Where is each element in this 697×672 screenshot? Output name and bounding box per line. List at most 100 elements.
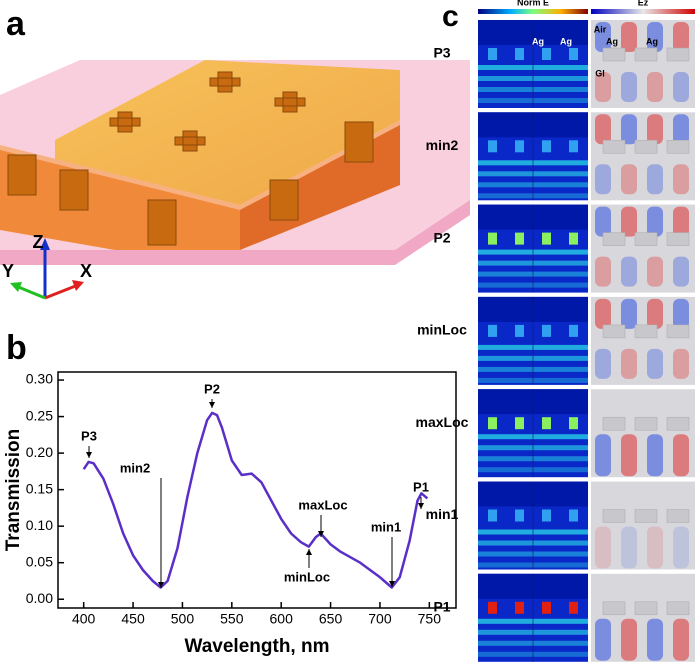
- y-tick-label: 0.05: [26, 553, 53, 569]
- norm-e-hole: [569, 509, 578, 522]
- ez-lobe: [595, 22, 611, 52]
- ez-lobe: [647, 348, 663, 379]
- annotation-arrowhead: [389, 581, 395, 587]
- x-axis: [44, 283, 79, 300]
- ez-metal: [634, 509, 658, 523]
- ez-metal: [602, 140, 626, 154]
- annotation-arrowhead: [158, 582, 164, 588]
- annotation-arrowhead: [86, 452, 92, 458]
- ez-lobe: [647, 22, 663, 52]
- ez-lobe: [673, 256, 689, 287]
- norm-e-hole: [542, 509, 551, 522]
- annotation: min1: [371, 519, 401, 534]
- norm-e-hole: [569, 232, 578, 245]
- norm-e-hole: [488, 509, 497, 522]
- annotation: minLoc: [284, 569, 330, 584]
- x-tick-label: 450: [121, 611, 145, 627]
- panel-label: b: [6, 329, 27, 367]
- norm-e-hole: [488, 140, 497, 153]
- ez-lobe: [595, 618, 611, 661]
- ez-lobe: [621, 256, 637, 287]
- annotation: P1: [413, 479, 429, 494]
- material-label: Gl: [595, 68, 605, 78]
- ez-lobe: [647, 72, 663, 102]
- material-label: Ag: [560, 36, 572, 46]
- ez-lobe: [647, 618, 663, 661]
- norm-e-hole: [569, 324, 578, 337]
- x-tick-label: 650: [319, 611, 343, 627]
- ez-metal: [666, 601, 690, 616]
- ez-metal: [602, 232, 626, 246]
- ez-metal: [666, 140, 690, 154]
- norm-e-hole: [488, 232, 497, 245]
- colorbar-label: Norm E: [517, 0, 549, 7]
- ez-lobe: [673, 618, 689, 661]
- ez-metal: [666, 509, 690, 523]
- ez-lobe: [673, 114, 689, 145]
- metal-top: [55, 60, 400, 205]
- y-arrow: [10, 282, 22, 292]
- y-axis-label: Transmission: [3, 429, 24, 552]
- ez-metal: [602, 47, 626, 62]
- ez-lobe: [673, 72, 689, 102]
- coordinate-axes: [10, 238, 84, 300]
- x-tick-label: 750: [418, 611, 442, 627]
- x-axis-label: Wavelength, nm: [185, 636, 330, 657]
- norm-e-hole: [515, 140, 524, 153]
- x-tick-label: 600: [270, 611, 294, 627]
- colorbar-label: Ez: [638, 0, 649, 7]
- ez-metal: [666, 47, 690, 62]
- norm-e-hole: [488, 48, 497, 60]
- annotation-arrowhead: [418, 503, 424, 509]
- ez-metal: [634, 232, 658, 246]
- ez-lobe: [673, 348, 689, 379]
- ez-lobe: [621, 22, 637, 52]
- glass-slab-side: [0, 200, 470, 265]
- annotation-arrowhead: [318, 531, 324, 537]
- row-label: P3: [433, 45, 450, 61]
- ez-lobe: [647, 164, 663, 195]
- ez-lobe: [647, 114, 663, 145]
- ez-lobe: [621, 206, 637, 237]
- panel-label: a: [6, 5, 26, 43]
- row-label: min1: [426, 506, 459, 522]
- ez-lobe: [621, 72, 637, 102]
- ez-lobe: [621, 114, 637, 145]
- ez-metal: [602, 509, 626, 523]
- norm-e-hole: [488, 324, 497, 337]
- norm-e-hole: [542, 140, 551, 153]
- transmission-line: [82, 411, 429, 589]
- ez-lobe: [595, 434, 611, 477]
- colorbar: [478, 9, 588, 14]
- norm-e-hole: [569, 48, 578, 60]
- ez-lobe: [673, 206, 689, 237]
- ez-lobe: [621, 434, 637, 477]
- ez-lobe: [673, 22, 689, 52]
- material-label: Ag: [606, 36, 618, 46]
- ez-metal: [634, 324, 658, 339]
- row-label: minLoc: [417, 322, 467, 338]
- norm-e-hole: [515, 417, 524, 430]
- ez-metal: [666, 232, 690, 246]
- ez-lobe: [673, 164, 689, 195]
- annotation-arrowhead: [209, 402, 215, 408]
- plot-frame: [57, 371, 457, 609]
- material-label: Ag: [532, 36, 544, 46]
- ez-metal: [634, 47, 658, 62]
- x-tick-label: 400: [72, 611, 96, 627]
- y-tick-label: 0.20: [26, 444, 53, 460]
- ez-lobe: [595, 164, 611, 195]
- x-tick-label: 550: [220, 611, 244, 627]
- norm-e-hole: [515, 601, 524, 614]
- norm-e-hole: [542, 601, 551, 614]
- panel-label: c: [442, 0, 459, 33]
- norm-e-hole: [488, 601, 497, 614]
- row-label: maxLoc: [416, 414, 469, 430]
- material-label: Ag: [646, 36, 658, 46]
- holes: [7, 71, 374, 246]
- ez-metal: [666, 324, 690, 339]
- ez-lobe: [595, 298, 611, 329]
- y-axis: [15, 284, 46, 300]
- norm-e-hole: [542, 417, 551, 430]
